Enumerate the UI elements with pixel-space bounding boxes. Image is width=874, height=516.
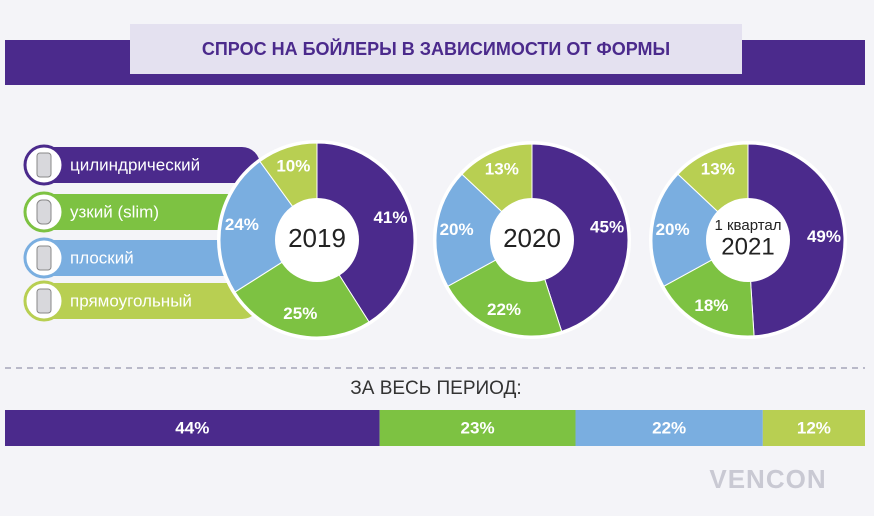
bar-segment [379, 410, 576, 446]
title: СПРОС НА БОЙЛЕРЫ В ЗАВИСИМОСТИ ОТ ФОРМЫ [202, 38, 670, 59]
bar-value-label: 22% [652, 418, 686, 437]
legend-icon [36, 199, 52, 225]
legend-label: узкий (slim) [70, 202, 159, 221]
legend-label: плоский [70, 248, 134, 267]
title-box [130, 24, 742, 74]
pie-value-label: 13% [701, 160, 735, 179]
pie-center-label: 2021 [721, 233, 774, 260]
pie-value-label: 49% [807, 227, 841, 246]
pie-center-subtitle: 1 квартал [714, 217, 781, 234]
pie-value-label: 25% [283, 304, 317, 323]
period-label: ЗА ВЕСЬ ПЕРИОД: [350, 378, 521, 399]
legend-label: прямоугольный [70, 291, 192, 310]
legend-label: цилиндрический [70, 155, 200, 174]
bar-segment [5, 410, 380, 446]
pie-value-label: 24% [225, 215, 259, 234]
bar-value-label: 12% [797, 418, 831, 437]
bar-value-label: 44% [175, 418, 209, 437]
legend-band [30, 283, 260, 319]
legend-band [30, 194, 260, 230]
pie-value-label: 13% [485, 160, 519, 179]
pie-value-label: 20% [656, 220, 690, 239]
bar-segment [575, 410, 763, 446]
pie-value-label: 22% [487, 300, 521, 319]
pie-center [275, 198, 359, 282]
pie-value-label: 45% [590, 218, 624, 237]
bar-segment [762, 410, 865, 446]
legend-band [30, 147, 260, 183]
legend-band [30, 240, 260, 276]
legend: цилиндрический узкий (slim) плоский прямоуг… [23, 144, 260, 322]
pie-center [490, 198, 574, 282]
pie-value-label: 10% [276, 157, 310, 176]
pie-value-label: 41% [373, 208, 407, 227]
pie-center [706, 198, 790, 282]
pie-center-label: 2020 [503, 223, 561, 253]
logo: VENCON [709, 464, 826, 494]
pie-value-label: 20% [440, 220, 474, 239]
pie-value-label: 18% [694, 296, 728, 315]
pie-center-label: 2019 [288, 223, 346, 253]
legend-icon [36, 245, 52, 271]
legend-icon [36, 288, 52, 314]
bar-value-label: 23% [461, 418, 495, 437]
legend-icon [36, 152, 52, 178]
